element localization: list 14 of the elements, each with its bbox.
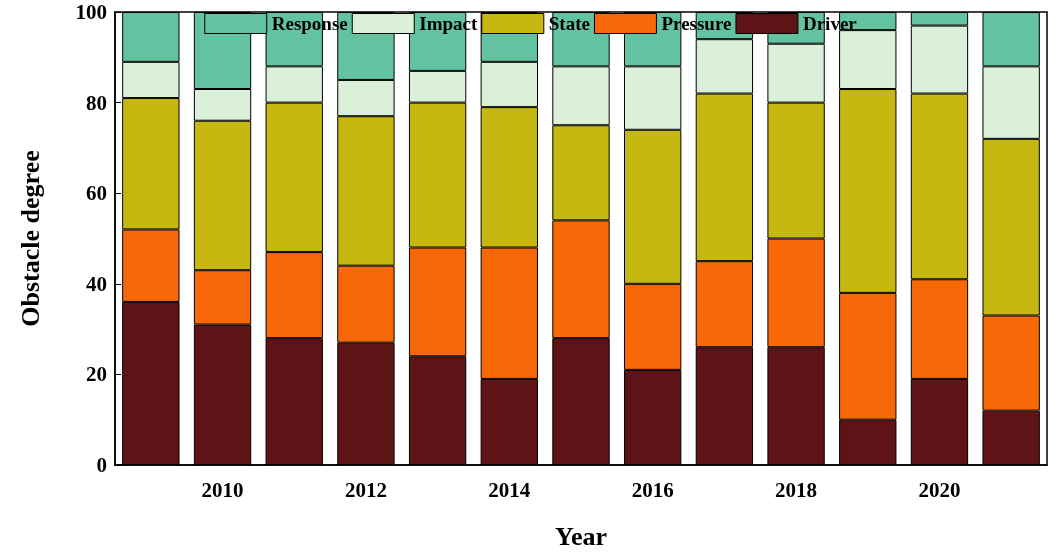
- x-tick-label: 2010: [201, 477, 244, 502]
- x-tick-label: 2018: [775, 477, 818, 502]
- y-tick-label: 100: [75, 0, 107, 24]
- y-tick-label: 0: [96, 453, 107, 477]
- x-axis-title: Year: [555, 521, 607, 551]
- x-tick-label: 2016: [631, 477, 674, 502]
- y-tick-label: 80: [86, 90, 107, 115]
- y-tick-label: 20: [86, 362, 107, 387]
- x-tick-label: 2014: [488, 477, 531, 502]
- y-tick-label: 40: [86, 271, 107, 296]
- x-tick-label: 2020: [918, 477, 961, 502]
- y-axis-title: Obstacle degree: [15, 150, 45, 327]
- x-tick-label: 2012: [344, 477, 387, 502]
- y-tick-label: 60: [86, 181, 107, 206]
